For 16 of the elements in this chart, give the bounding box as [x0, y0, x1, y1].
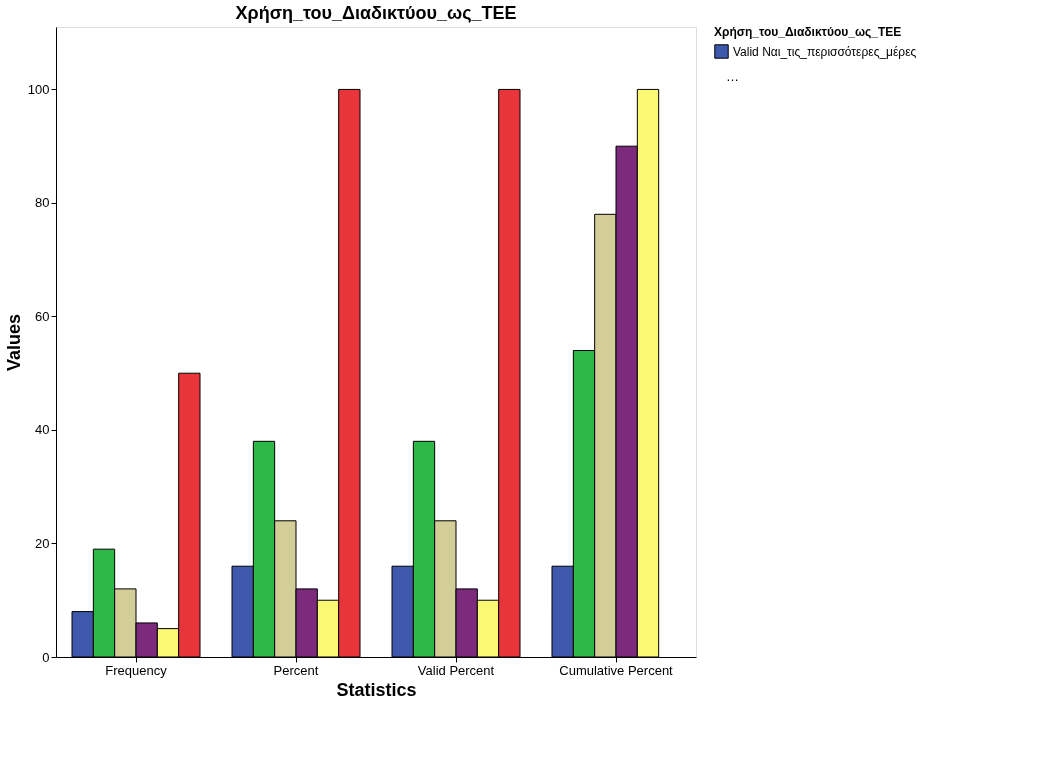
x-axis-title: Statistics	[336, 679, 417, 700]
legend-title: Χρήση_του_Διαδικτύου_ως_TEE	[714, 25, 902, 39]
y-tick-label: 100	[27, 81, 50, 97]
chart-title: Χρήση_του_Διαδικτύου_ως_TEE	[235, 3, 517, 23]
y-tick-label: 80	[35, 195, 50, 211]
y-tick-label: 40	[35, 422, 50, 438]
legend-label: Valid Ναι_τις_περισσότερες_μέρες	[733, 44, 917, 59]
x-tick-label: Cumulative Percent	[559, 662, 674, 678]
x-tick-label: Valid Percent	[417, 662, 495, 678]
y-tick-label: 20	[35, 535, 50, 551]
y-axis-title: Values	[3, 313, 24, 372]
y-tick-label: 60	[35, 308, 50, 324]
x-tick-label: Frequency	[105, 662, 168, 678]
x-tick-label: Percent	[273, 662, 319, 678]
text: …	[726, 69, 739, 84]
y-tick-label: 0	[42, 649, 50, 665]
